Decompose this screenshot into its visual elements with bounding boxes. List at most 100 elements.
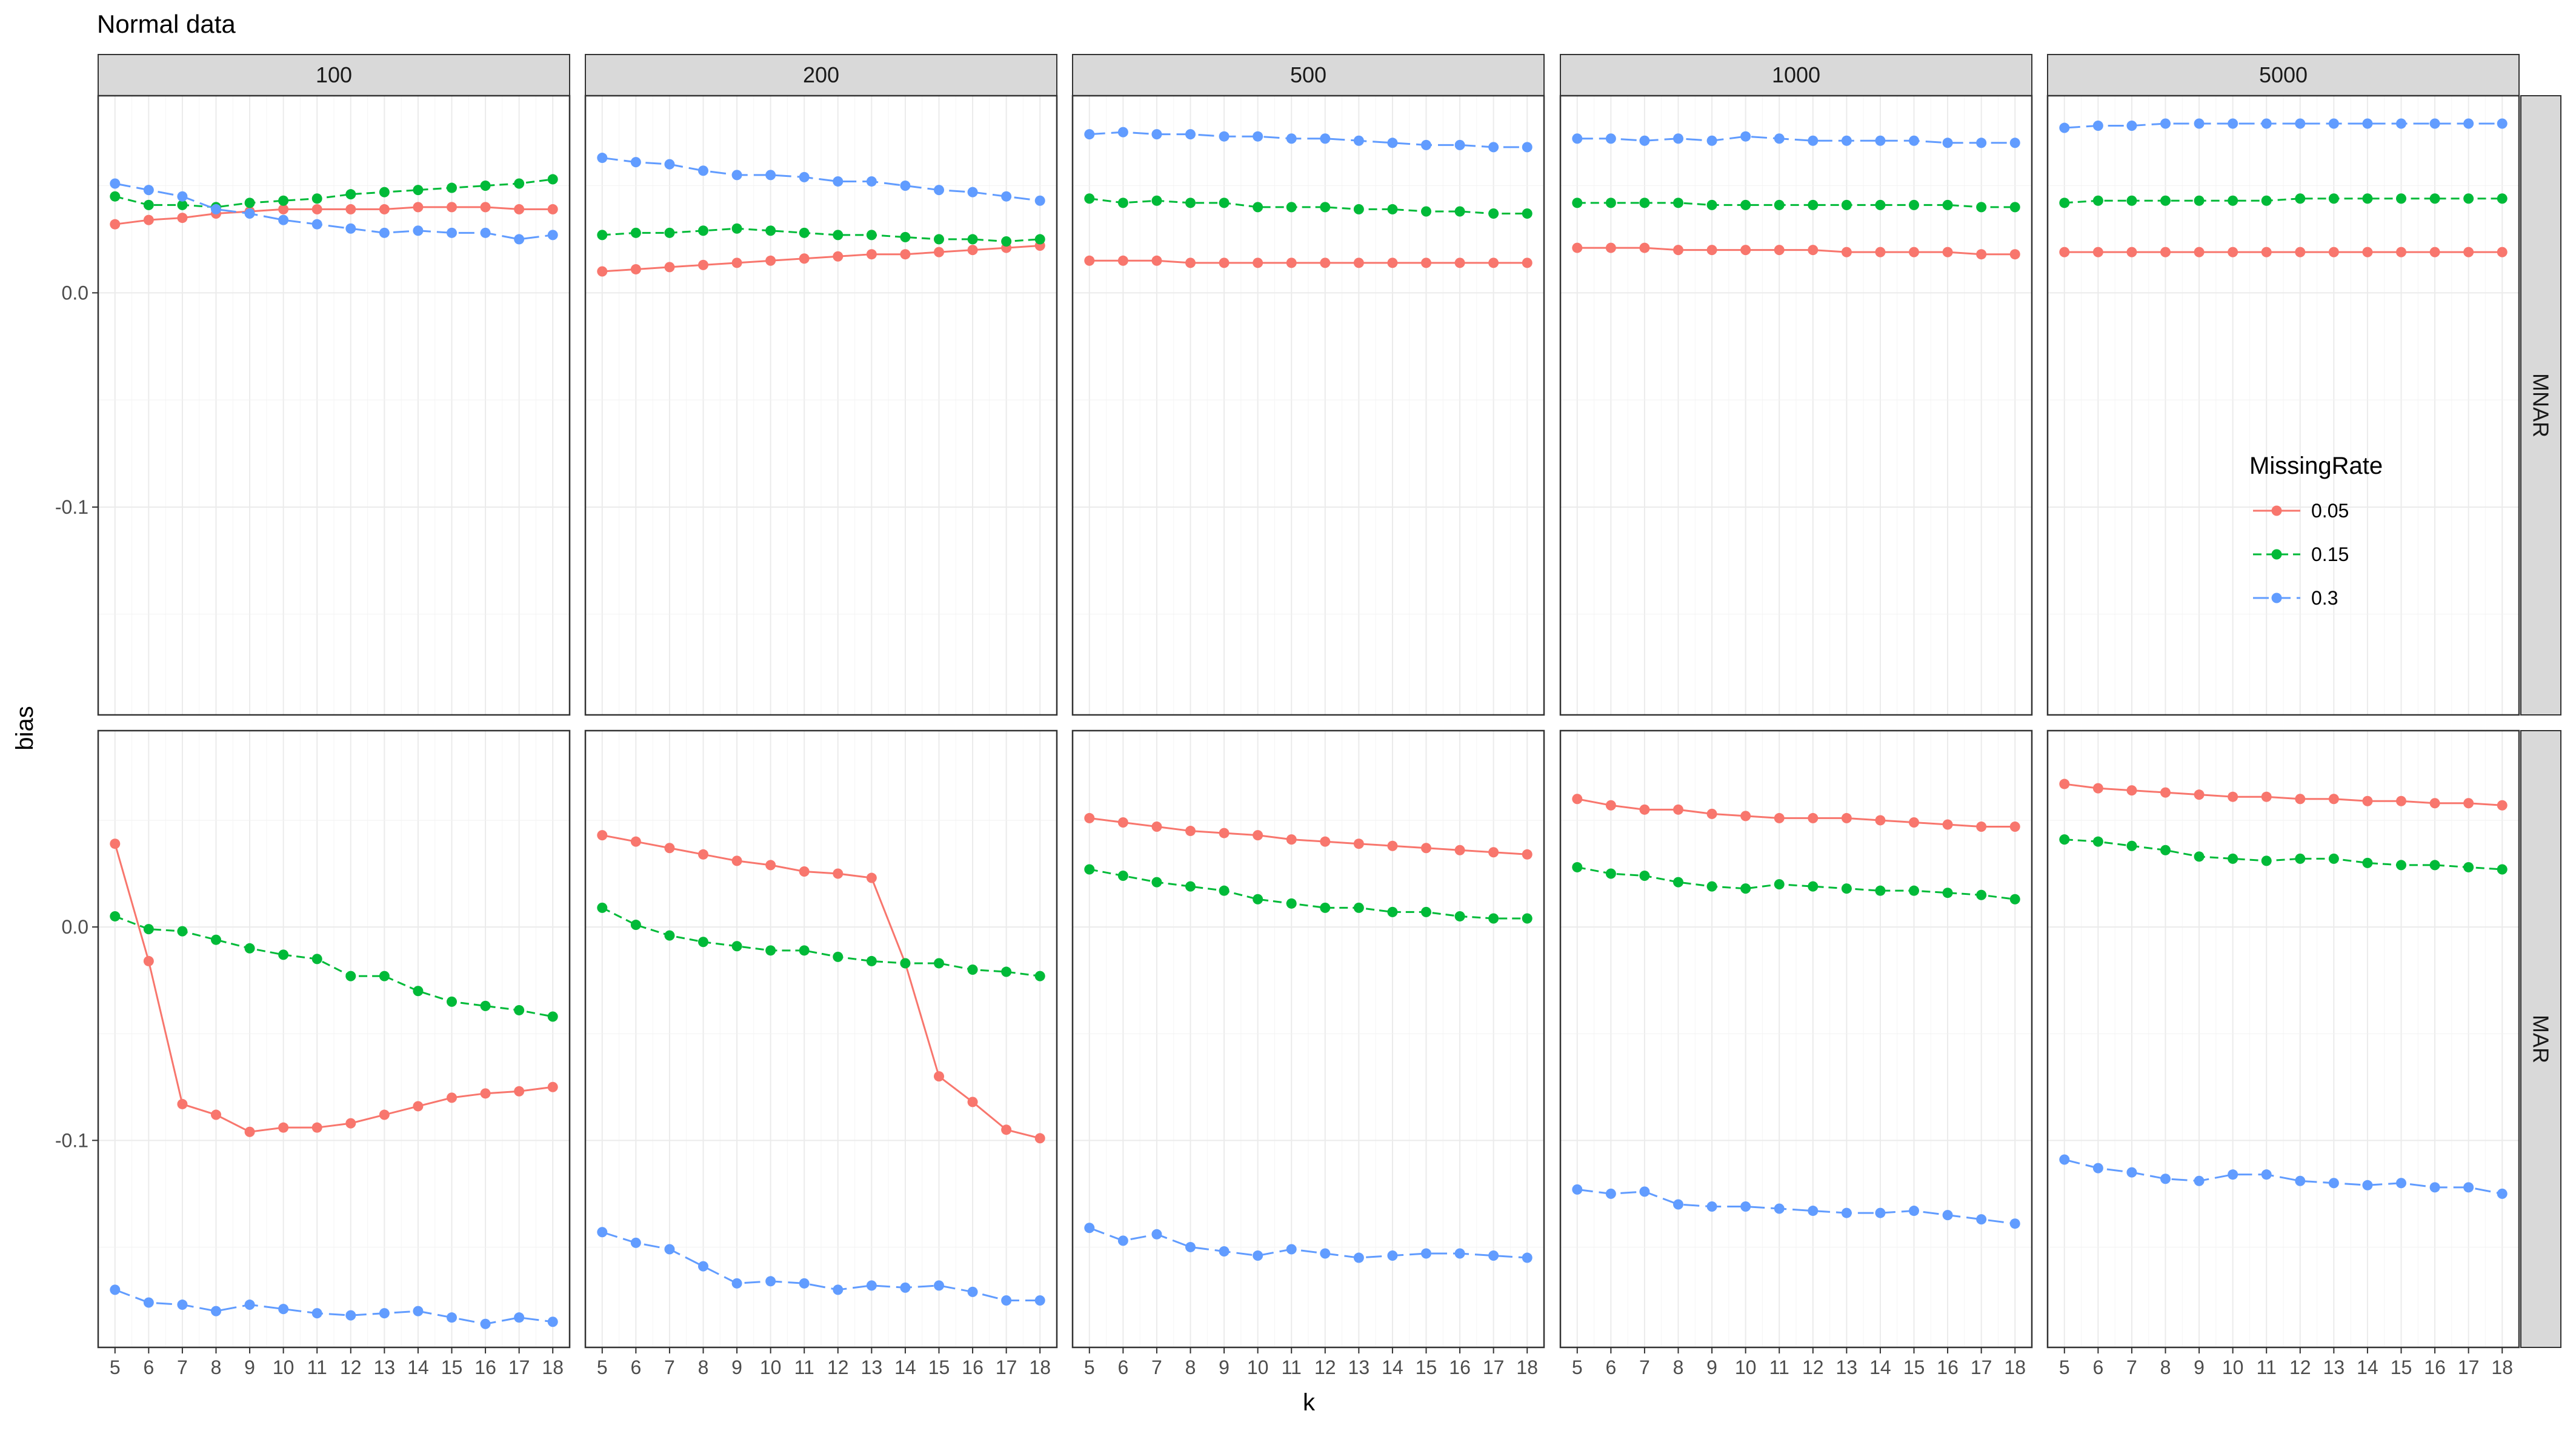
data-point [1706,245,1717,256]
x-tick-label: 10 [1247,1356,1269,1378]
data-point [2228,118,2238,129]
facet-strip-100: 100 [98,54,570,96]
data-point [110,838,121,849]
data-point [2295,247,2306,257]
data-point [597,266,608,277]
x-tick-label: 16 [474,1356,496,1378]
data-point [1353,838,1364,849]
data-point [2463,1182,2474,1193]
data-point [1253,894,1263,905]
x-tick-label: 10 [2222,1356,2244,1378]
data-point [1673,804,1683,815]
data-point [480,202,491,213]
data-point [2396,193,2406,204]
data-point [1808,135,1819,146]
x-tick-label: 15 [1903,1356,1925,1378]
data-point [2362,1180,2373,1190]
x-axis-title: k [1303,1389,1316,1416]
data-point [731,1278,742,1289]
x-tick-label: 14 [894,1356,916,1378]
data-point [833,176,844,187]
data-point [1219,257,1230,268]
x-tick-label: 9 [1219,1356,1230,1378]
data-point [379,1308,390,1319]
data-point [2228,853,2238,864]
data-point [379,1109,390,1120]
data-point [2261,247,2272,257]
data-point [799,866,810,877]
data-point [866,230,877,241]
facet-strip-label: 100 [316,62,352,87]
legend-title: MissingRate [2249,453,2383,479]
data-point [1320,902,1331,913]
data-point [765,945,776,956]
series-line-0.15 [115,178,553,208]
data-point [2497,118,2508,129]
data-point [1976,1214,1987,1225]
data-point [799,171,810,182]
data-point [2362,247,2373,257]
data-point [2261,195,2272,206]
data-point [1034,1295,1045,1306]
data-point [900,181,911,191]
series-line-0.05 [2064,783,2503,806]
data-point [1740,131,1751,142]
data-point [480,1318,491,1329]
data-point [799,1278,810,1289]
data-point [143,1297,154,1308]
data-point [2396,1178,2406,1189]
data-point [833,230,844,241]
data-point [2160,1174,2171,1184]
legend-item-0.15: 0.15 [2253,543,2349,565]
data-point [2429,798,2440,809]
panel-mnar-200 [584,95,1058,716]
series-line-0.05 [1577,247,2015,256]
x-tick-label: 16 [1937,1356,1959,1378]
facet-strip-5000: 5000 [2047,54,2520,96]
data-point [2160,247,2171,257]
data-point [480,181,491,191]
y-tick-label: -0.1 [55,496,88,518]
x-tick-label: 8 [1673,1356,1684,1378]
data-point [2092,1163,2103,1174]
data-point [664,159,675,170]
data-point [1253,131,1263,142]
x-tick-label: 10 [273,1356,295,1378]
data-point [177,1300,188,1310]
data-point [514,1004,525,1015]
data-point [900,958,911,969]
legend-item-0.3: 0.3 [2253,587,2338,609]
data-point [1084,255,1095,266]
data-point [211,1109,221,1120]
data-point [1673,877,1683,888]
facet-strip-label: 5000 [2259,62,2308,87]
data-point [1909,199,1919,210]
data-point [2126,247,2137,257]
x-tick-label: 13 [1348,1356,1370,1378]
data-point [1706,881,1717,892]
data-point [2092,195,2103,206]
series-line-0.3 [1577,135,2015,144]
data-point [1084,812,1095,823]
data-point [2126,121,2137,131]
data-point [278,949,289,960]
data-point [1001,1124,1012,1135]
data-point [2497,247,2508,257]
data-point [1185,826,1196,837]
data-point [514,1086,525,1097]
data-point [311,193,322,204]
data-point [597,1227,608,1238]
data-point [1639,871,1650,882]
facet-strip-mnar: MNAR [2520,95,2561,716]
data-point [1639,135,1650,146]
data-point [1639,242,1650,253]
series-line-0.05 [1577,798,2015,828]
x-tick-label: 14 [407,1356,429,1378]
data-point [2194,118,2205,129]
x-tick-label: 12 [1802,1356,1824,1378]
x-tick-label: 12 [827,1356,849,1378]
data-point [278,204,289,214]
data-point [311,1122,322,1133]
data-point [311,954,322,965]
data-point [698,165,708,176]
